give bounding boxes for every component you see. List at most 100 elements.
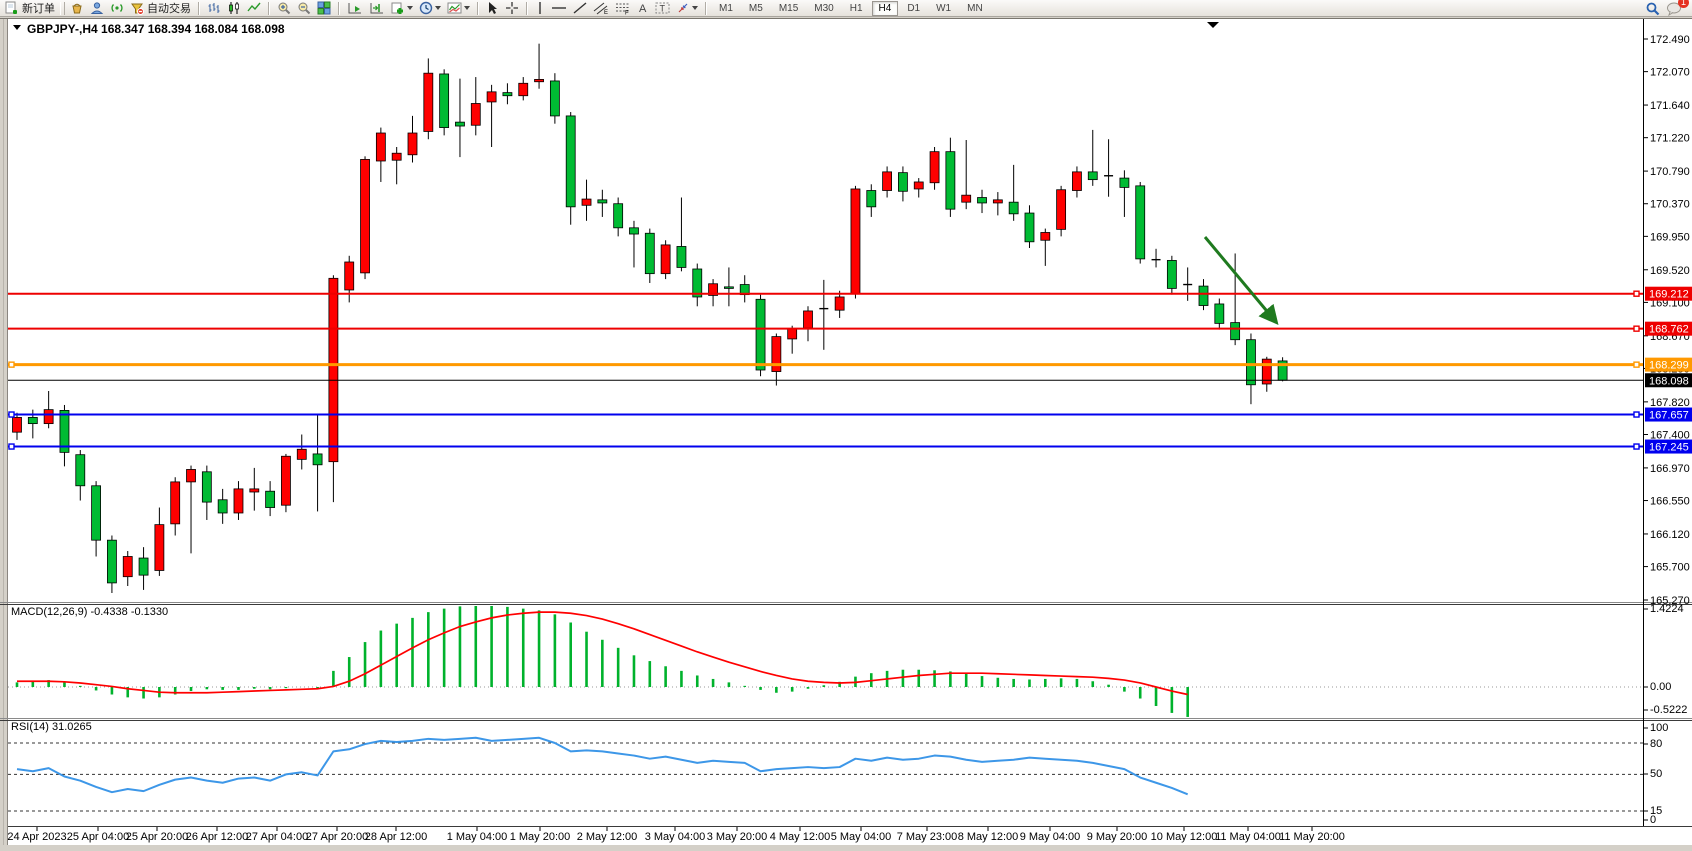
date-label: 5 May 04:00 (831, 831, 892, 843)
candle (644, 232, 655, 275)
text-label-icon: T (655, 1, 670, 15)
timeframe-w1[interactable]: W1 (936, 2, 952, 14)
candle (439, 73, 450, 128)
candle (122, 556, 133, 578)
price-tick-label: 166.550 (1650, 496, 1690, 508)
signal-button[interactable] (108, 1, 126, 16)
vertical-line-button[interactable] (533, 1, 547, 16)
hline-handle[interactable] (1633, 290, 1640, 297)
macd-panel (8, 606, 1643, 717)
channel-button[interactable]: E (591, 1, 611, 16)
candle (898, 172, 908, 192)
timeframe-m30[interactable]: M30 (814, 2, 834, 14)
macd-label: MACD(12,26,9) -0.4338 -0.1330 (11, 606, 168, 618)
hline-handle[interactable] (8, 361, 15, 368)
cursor-button[interactable] (484, 1, 501, 16)
profile-button[interactable] (88, 1, 106, 16)
chart-background (8, 19, 1692, 845)
new-order-button[interactable]: 新订单 (3, 1, 57, 16)
trend-arrow[interactable] (1203, 236, 1279, 325)
candle (296, 448, 307, 460)
date-label: 28 Apr 12:00 (365, 831, 427, 843)
timeframe-h4[interactable]: H4 (871, 0, 899, 16)
rsi-scale-label: 80 (1650, 738, 1662, 750)
price-tag-label: 167.657 (1649, 410, 1689, 422)
symbol-dropdown-icon[interactable] (13, 25, 21, 30)
bar-chart-button[interactable] (205, 1, 223, 16)
candle (59, 410, 70, 453)
date-label: 8 May 12:00 (958, 831, 1019, 843)
line-chart-icon (247, 1, 261, 15)
date-label: 9 May 20:00 (1087, 831, 1148, 843)
period-button[interactable] (417, 1, 443, 16)
hline-handle[interactable] (8, 443, 15, 450)
tile-windows-button[interactable] (315, 1, 333, 16)
candle (629, 227, 639, 235)
hline-handle[interactable] (1633, 361, 1640, 368)
template-button[interactable] (445, 1, 472, 16)
macd-scale-label: 1.4224 (1650, 603, 1684, 615)
hline-handle[interactable] (1633, 411, 1640, 418)
chevron-down-icon (692, 6, 698, 10)
new-order-label: 新订单 (22, 3, 55, 15)
candlestick-button[interactable] (225, 1, 243, 16)
search-button[interactable] (1643, 1, 1662, 16)
text-button[interactable]: A (635, 1, 651, 16)
timeframe-d1[interactable]: D1 (907, 2, 921, 14)
toolbar: 新订单 自动交易 (0, 0, 1692, 17)
autotrade-button[interactable]: 自动交易 (128, 1, 193, 16)
rsi-scale-label: 15 (1650, 805, 1662, 817)
date-label: 27 Apr 04:00 (246, 831, 308, 843)
fibonacci-button[interactable]: F (613, 1, 633, 16)
chevron-down-icon (435, 6, 441, 10)
zoom-in-button[interactable] (275, 1, 293, 16)
date-label: 11 May 04:00 (1215, 831, 1281, 843)
candle (1119, 177, 1130, 188)
timeframe-m5[interactable]: M5 (748, 2, 763, 14)
timeframe-h1[interactable]: H1 (849, 2, 863, 14)
trendline-button[interactable] (571, 1, 589, 16)
trendline-icon (573, 1, 587, 15)
candle (138, 557, 149, 576)
shapes-button[interactable] (674, 1, 700, 16)
candle (518, 82, 529, 97)
horizontal-line-button[interactable] (549, 1, 569, 16)
price-tick-label: 169.520 (1650, 265, 1690, 277)
bar-chart-icon (207, 1, 221, 15)
zoom-in-icon (277, 1, 291, 15)
crosshair-button[interactable] (503, 1, 521, 16)
price-tick-label: 167.820 (1650, 397, 1690, 409)
candle (1166, 260, 1177, 289)
chat-button[interactable]: 1 (1664, 0, 1689, 16)
text-label-button[interactable]: T (653, 1, 672, 16)
candle (27, 417, 38, 425)
candle (1056, 189, 1067, 230)
hline-handle[interactable] (8, 411, 15, 418)
bucket-button[interactable] (68, 1, 86, 16)
horizontal-lines-layer (8, 290, 1643, 450)
timeframe-mn[interactable]: MN (967, 2, 983, 14)
chart-shift-marker-icon[interactable] (1207, 22, 1219, 28)
autotrade-icon (130, 1, 144, 15)
candle (107, 539, 117, 584)
candle (470, 103, 481, 126)
price-tag (1645, 439, 1692, 454)
timeframe-m1[interactable]: M1 (719, 2, 733, 14)
chart-shift-button[interactable] (367, 1, 387, 16)
price-tag (1645, 321, 1692, 336)
candle (217, 499, 228, 514)
date-label: 25 Apr 04:00 (67, 831, 129, 843)
price-axis: 172.490 172.070 171.640 171.220 170.790 170.3… (1643, 34, 1690, 826)
add-indicator-button[interactable] (389, 1, 415, 16)
auto-scroll-button[interactable] (345, 1, 365, 16)
line-chart-button[interactable] (245, 1, 263, 16)
hline-handle[interactable] (1633, 443, 1640, 450)
zoom-out-button[interactable] (295, 1, 313, 16)
timeframe-m15[interactable]: M15 (778, 2, 799, 14)
candle (929, 151, 940, 184)
price-tag (1645, 407, 1692, 422)
hline-handle[interactable] (1633, 325, 1640, 332)
candle (755, 298, 766, 371)
price-tick-label: 165.270 (1650, 595, 1690, 607)
